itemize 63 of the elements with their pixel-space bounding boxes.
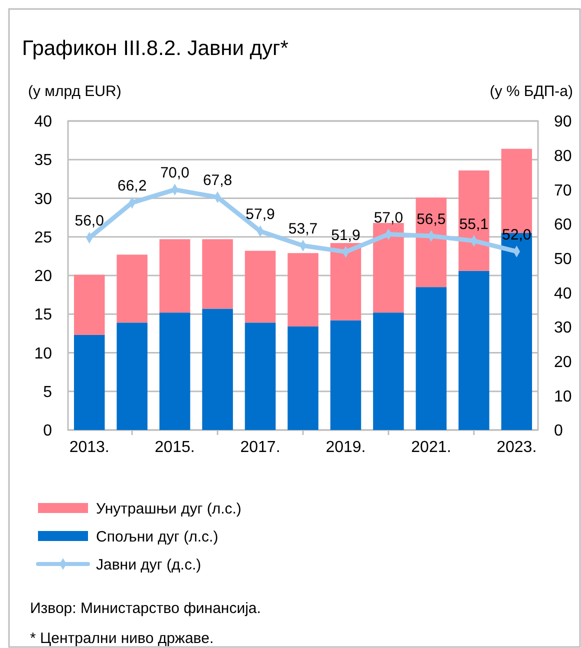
bar [288,326,318,430]
bar [330,320,362,430]
x-tick-label: 2019. [326,439,366,456]
y2-tick-label: 10 [554,388,572,406]
bar [74,334,105,430]
bar [458,170,490,271]
y-tick-label: 5 [43,384,52,401]
y-tick-label: 40 [34,114,52,131]
x-tick-label: 2023. [496,439,537,456]
data-label: 53,7 [288,220,318,238]
data-label: 57,9 [246,206,275,224]
data-label: 56,5 [416,211,446,228]
y2-tick-label: 0 [554,422,563,440]
bar [330,243,362,320]
bar [159,312,190,430]
bar [373,312,404,430]
chart-title: Графикон III.8.2. Јавни дуг* [22,37,288,60]
y2-tick-label: 50 [554,250,572,268]
y2-tick-label: 20 [554,354,572,371]
y2-tick-label: 60 [554,216,572,234]
data-label: 70,0 [160,164,190,182]
y2-tick-label: 40 [554,285,572,302]
data-label: 66,2 [117,178,147,195]
bar [416,287,447,430]
y-tick-label: 25 [34,229,52,246]
bar [458,270,490,430]
y-tick-label: 10 [34,345,52,362]
x-tick-label: 2021. [411,439,452,456]
y-tick-label: 35 [34,152,52,170]
bar [373,222,404,313]
x-tick-label: 2017. [240,439,280,456]
x-tick-label: 2015. [154,439,195,456]
y-axis-title: (у млрд EUR) [28,83,122,100]
legend-label: Спољни дуг (л.с.) [96,528,218,546]
bar [288,253,318,326]
text: Извор: Министарство финансија. [30,600,261,617]
bar [116,254,148,323]
y-tick-label: 0 [43,422,52,440]
x-tick-label: 2013. [69,439,110,456]
bar [202,308,233,430]
bar [116,322,148,430]
y-tick-label: 30 [34,190,52,208]
bar [74,274,105,335]
bar [244,322,276,430]
text: * Централни ниво државе. [30,630,214,647]
bar [244,250,276,323]
bar [202,239,233,309]
data-label: 56,0 [74,212,104,230]
y-tick-label: 15 [34,306,52,324]
y2-tick-label: 80 [554,148,572,165]
legend-label: Унутрашњи дуг (л.с.) [96,500,242,518]
y2-axis-title: (у % БДП-а) [490,83,573,100]
y2-tick-label: 30 [554,320,572,337]
bar [159,239,190,313]
data-label: 55,1 [459,216,489,233]
legend-label: Јавни дуг (д.с.) [96,556,202,574]
data-label: 57,0 [374,209,404,226]
data-label: 51,9 [331,226,360,244]
bar [416,197,447,288]
y2-tick-label: 70 [554,182,572,200]
y-tick-label: 20 [34,268,52,286]
data-label: 67,8 [202,172,232,190]
y2-tick-label: 90 [554,114,572,131]
